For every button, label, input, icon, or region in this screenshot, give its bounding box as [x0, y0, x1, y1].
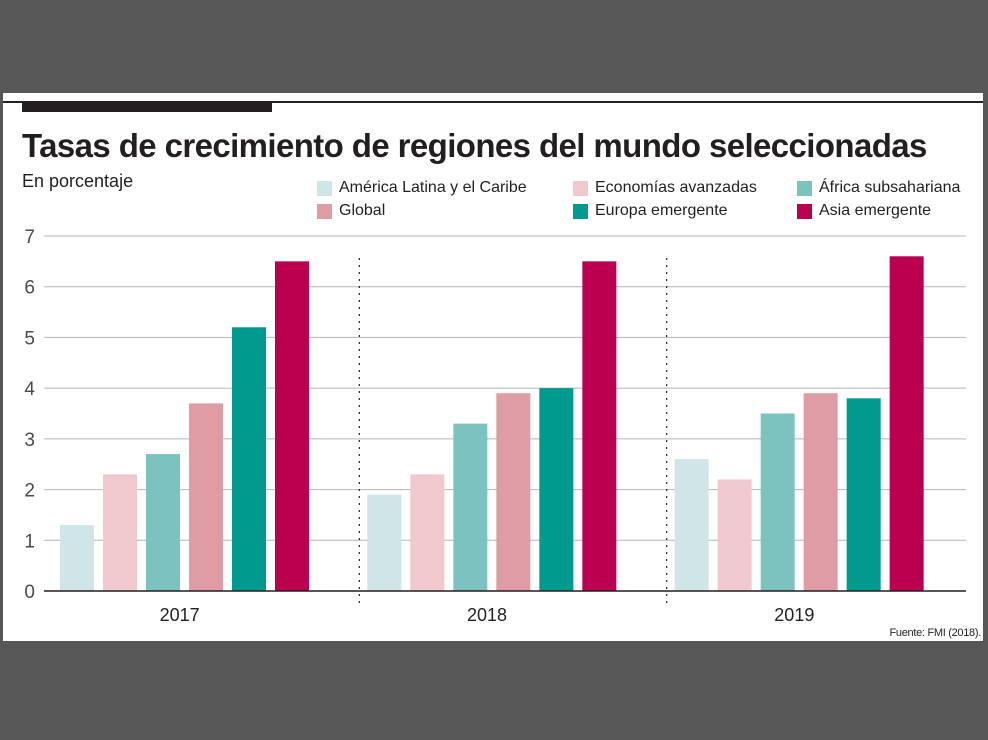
legend-label: África subsahariana	[819, 179, 961, 196]
bar-europa-emergente-2018	[539, 388, 574, 591]
x-tick-label: 2018	[467, 605, 507, 625]
legend-swatch	[317, 203, 332, 219]
y-tick-label: 4	[24, 379, 35, 400]
legend-label: Asia emergente	[819, 202, 932, 219]
source-note: Fuente: FMI (2018).	[889, 627, 981, 639]
bar-asia-emergente-2019	[889, 256, 924, 591]
legend-label: Global	[339, 202, 386, 219]
y-tick-label: 0	[24, 582, 35, 603]
bar-econom-as-avanzadas-2018	[410, 474, 445, 591]
y-tick-label: 2	[24, 481, 35, 502]
legend-item-europa-emergente: Europa emergente	[573, 202, 728, 220]
bar-europa-emergente-2017	[232, 327, 266, 591]
bar--frica-subsahariana-2019	[760, 413, 795, 591]
y-tick-label: 7	[24, 227, 35, 248]
bar-global-2017	[189, 403, 223, 591]
bar--frica-subsahariana-2018	[453, 423, 488, 591]
chart-subtitle: En porcentaje	[22, 171, 134, 191]
legend-item-america-latina: América Latina y el Caribe	[317, 179, 527, 197]
bar-chart: 0 1 2 3 4 5 6 7 2017 2018 2019	[24, 227, 966, 625]
legend-swatch	[797, 203, 812, 219]
legend-swatch	[573, 203, 588, 219]
bar-asia-emergente-2018	[582, 261, 617, 591]
bar-am-rica-latina-y-el-caribe-2017	[60, 525, 94, 591]
bar-am-rica-latina-y-el-caribe-2018	[367, 494, 402, 591]
x-tick-label: 2019	[774, 605, 814, 625]
legend-swatch	[317, 180, 332, 196]
bar-econom-as-avanzadas-2019	[717, 479, 752, 591]
bar-am-rica-latina-y-el-caribe-2019	[674, 459, 709, 591]
bar-europa-emergente-2019	[846, 398, 881, 591]
y-tick-label: 3	[24, 430, 35, 451]
legend-item-africa-subsahariana: África subsahariana	[797, 179, 960, 197]
chart-title: Tasas de crecimiento de regiones del mun…	[22, 127, 927, 164]
y-tick-label: 6	[24, 278, 35, 299]
y-tick-label: 5	[24, 328, 35, 349]
legend-swatch	[797, 180, 812, 196]
legend-label: América Latina y el Caribe	[339, 179, 527, 196]
legend-item-economias-avanzadas: Economías avanzadas	[573, 179, 757, 197]
top-rule	[3, 101, 983, 103]
legend-item-asia-emergente: Asia emergente	[797, 202, 931, 220]
legend-label: Europa emergente	[595, 202, 728, 219]
bar-global-2018	[496, 393, 531, 591]
header-accent-bar	[22, 101, 272, 112]
y-tick-label: 1	[24, 531, 35, 552]
bar-econom-as-avanzadas-2017	[103, 474, 137, 591]
bar--frica-subsahariana-2017	[146, 454, 180, 591]
bar-asia-emergente-2017	[275, 261, 309, 591]
legend-item-global: Global	[317, 202, 385, 220]
chart-panel: Tasas de crecimiento de regiones del mun…	[3, 93, 983, 641]
legend-label: Economías avanzadas	[595, 179, 757, 196]
legend-swatch	[573, 180, 588, 196]
bar-global-2019	[803, 393, 838, 591]
x-tick-label: 2017	[160, 605, 200, 625]
